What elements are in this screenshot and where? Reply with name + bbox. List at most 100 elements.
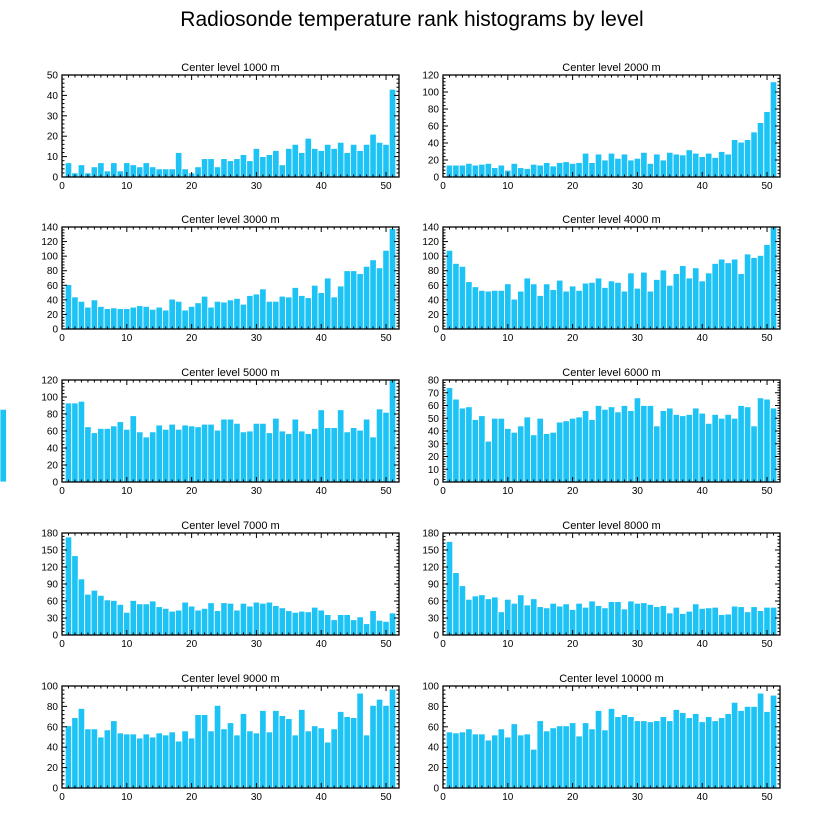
bar	[646, 721, 655, 789]
bar	[285, 610, 293, 636]
x-tick-label: 40	[697, 486, 709, 497]
bar	[504, 736, 512, 789]
bar	[620, 714, 629, 789]
bar	[149, 736, 157, 789]
bar	[298, 152, 306, 178]
x-tick-label: 40	[316, 486, 328, 497]
x-tick-label: 0	[59, 181, 65, 192]
bar	[646, 405, 655, 483]
bar	[445, 249, 454, 330]
y-tick-label: 10	[428, 465, 440, 476]
bar	[769, 694, 778, 789]
bar	[375, 267, 384, 330]
y-tick-label: 90	[428, 580, 440, 591]
x-tick-label: 30	[251, 486, 263, 497]
x-tick-label: 20	[186, 792, 198, 803]
y-tick-label: 50	[47, 71, 59, 82]
panel-4: Center level 4000 m 0 10 20 30 40 50 0 20 40 60 80 1…	[422, 214, 781, 344]
bar	[458, 265, 467, 330]
y-tick-label: 60	[47, 597, 59, 608]
y-tick-label: 40	[428, 743, 440, 754]
bar	[730, 139, 739, 178]
x-tick-label: 50	[380, 486, 392, 497]
bar	[388, 228, 397, 330]
bar	[181, 309, 189, 330]
x-tick-label: 10	[121, 639, 133, 650]
bar	[679, 154, 687, 178]
bar	[213, 300, 222, 330]
bar	[349, 270, 358, 330]
x-tick-label: 0	[440, 486, 446, 497]
bar	[491, 734, 499, 789]
bar	[77, 708, 86, 789]
bar	[64, 725, 73, 789]
bar	[763, 111, 771, 178]
bar	[581, 410, 590, 483]
bar	[149, 431, 157, 483]
bar	[330, 296, 338, 330]
panel-8: Center level 8000 m 0 10 20 30 40 50 0 30 60 90 120…	[422, 520, 781, 650]
bar	[581, 722, 590, 789]
bar	[575, 602, 583, 636]
bar	[588, 281, 596, 330]
bar	[588, 600, 596, 636]
bar	[517, 734, 525, 789]
bar	[659, 716, 667, 789]
bar	[369, 133, 377, 178]
bar	[685, 149, 693, 178]
bar	[445, 731, 454, 789]
panel-title: Center level 8000 m	[562, 520, 660, 532]
x-tick-label: 40	[316, 333, 328, 344]
bar	[737, 273, 745, 330]
bar	[356, 150, 364, 178]
bar	[549, 602, 557, 636]
y-tick-label: 120	[422, 71, 439, 82]
y-tick-label: 80	[47, 410, 59, 421]
y-tick-label: 20	[428, 310, 440, 321]
bar	[465, 281, 473, 330]
bar	[718, 258, 726, 330]
bar	[601, 159, 609, 178]
bar	[743, 706, 752, 789]
x-tick-label: 50	[761, 486, 773, 497]
bar	[607, 406, 616, 483]
bar	[175, 428, 183, 483]
y-tick-label: 100	[422, 682, 439, 693]
x-tick-label: 30	[632, 333, 644, 344]
y-tick-label: 60	[47, 427, 59, 438]
x-tick-label: 10	[121, 486, 133, 497]
panel-7: Center level 7000 m 0 10 20 30 40 50 0 30 60 90 120…	[41, 520, 400, 650]
bar	[484, 440, 493, 483]
bar	[607, 152, 616, 178]
bar	[136, 431, 144, 483]
bar	[666, 720, 674, 789]
y-tick-label: 60	[47, 722, 59, 733]
bar	[103, 729, 112, 789]
bar	[750, 425, 758, 483]
bar	[265, 432, 274, 483]
y-tick-label: 40	[428, 295, 440, 306]
bar	[685, 610, 693, 636]
bar	[291, 734, 299, 789]
bar	[620, 153, 629, 178]
bar	[705, 272, 713, 330]
bar	[530, 598, 538, 636]
x-tick-label: 30	[251, 181, 263, 192]
bar	[291, 418, 299, 483]
panel-title: Center level 4000 m	[562, 214, 660, 226]
x-tick-label: 0	[440, 792, 446, 803]
bar	[750, 706, 758, 789]
bar	[285, 296, 293, 330]
bar	[549, 431, 557, 483]
bar	[640, 271, 648, 330]
x-tick-label: 40	[697, 792, 709, 803]
bar	[491, 596, 499, 636]
bar	[737, 141, 745, 178]
y-tick-label: 120	[422, 563, 439, 574]
x-tick-label: 0	[59, 486, 65, 497]
x-tick-label: 40	[697, 333, 709, 344]
bar	[116, 604, 124, 636]
panel-5: Center level 5000 m 0 10 20 30 40 50 0 20 40 60 80 1…	[41, 367, 400, 497]
bar	[646, 604, 655, 636]
bar	[594, 605, 603, 636]
